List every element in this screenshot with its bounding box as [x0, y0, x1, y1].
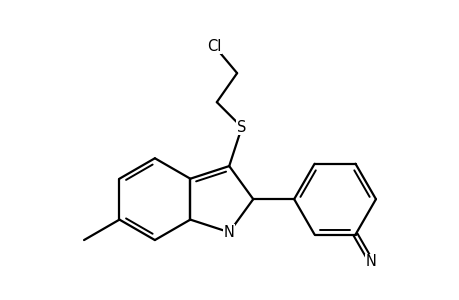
Text: Cl: Cl [207, 38, 221, 53]
Text: S: S [237, 120, 246, 135]
Text: N: N [365, 254, 376, 269]
Text: N: N [223, 225, 234, 240]
